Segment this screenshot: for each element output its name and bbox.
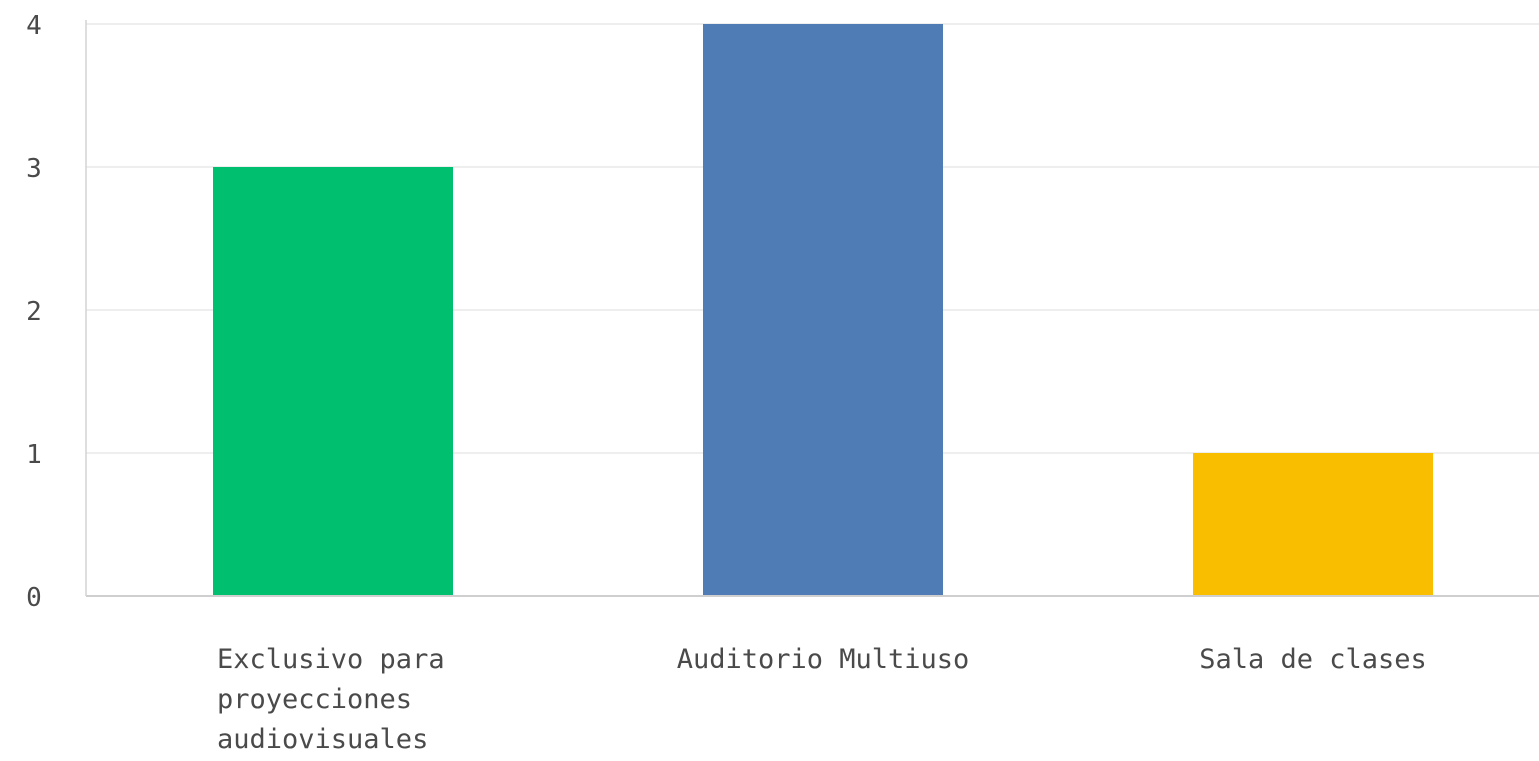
x-tick-label: Exclusivo para proyecciones audiovisuales [217, 644, 445, 755]
bars [213, 24, 1433, 596]
bar-2 [1193, 453, 1433, 596]
y-tick-label: 3 [26, 154, 42, 184]
x-tick-label: Auditorio Multiuso [677, 644, 970, 675]
y-tick-label: 2 [26, 297, 42, 327]
x-axis-ticks: Exclusivo para proyecciones audiovisuales A… [217, 644, 1427, 755]
y-axis-ticks: 0 1 2 3 4 [26, 11, 42, 613]
x-tick-label: Sala de clases [1199, 644, 1427, 675]
bar-0 [213, 167, 453, 596]
y-tick-label: 4 [26, 11, 42, 41]
y-tick-label: 1 [26, 440, 42, 470]
bar-1 [703, 24, 943, 596]
y-tick-label: 0 [26, 583, 42, 613]
